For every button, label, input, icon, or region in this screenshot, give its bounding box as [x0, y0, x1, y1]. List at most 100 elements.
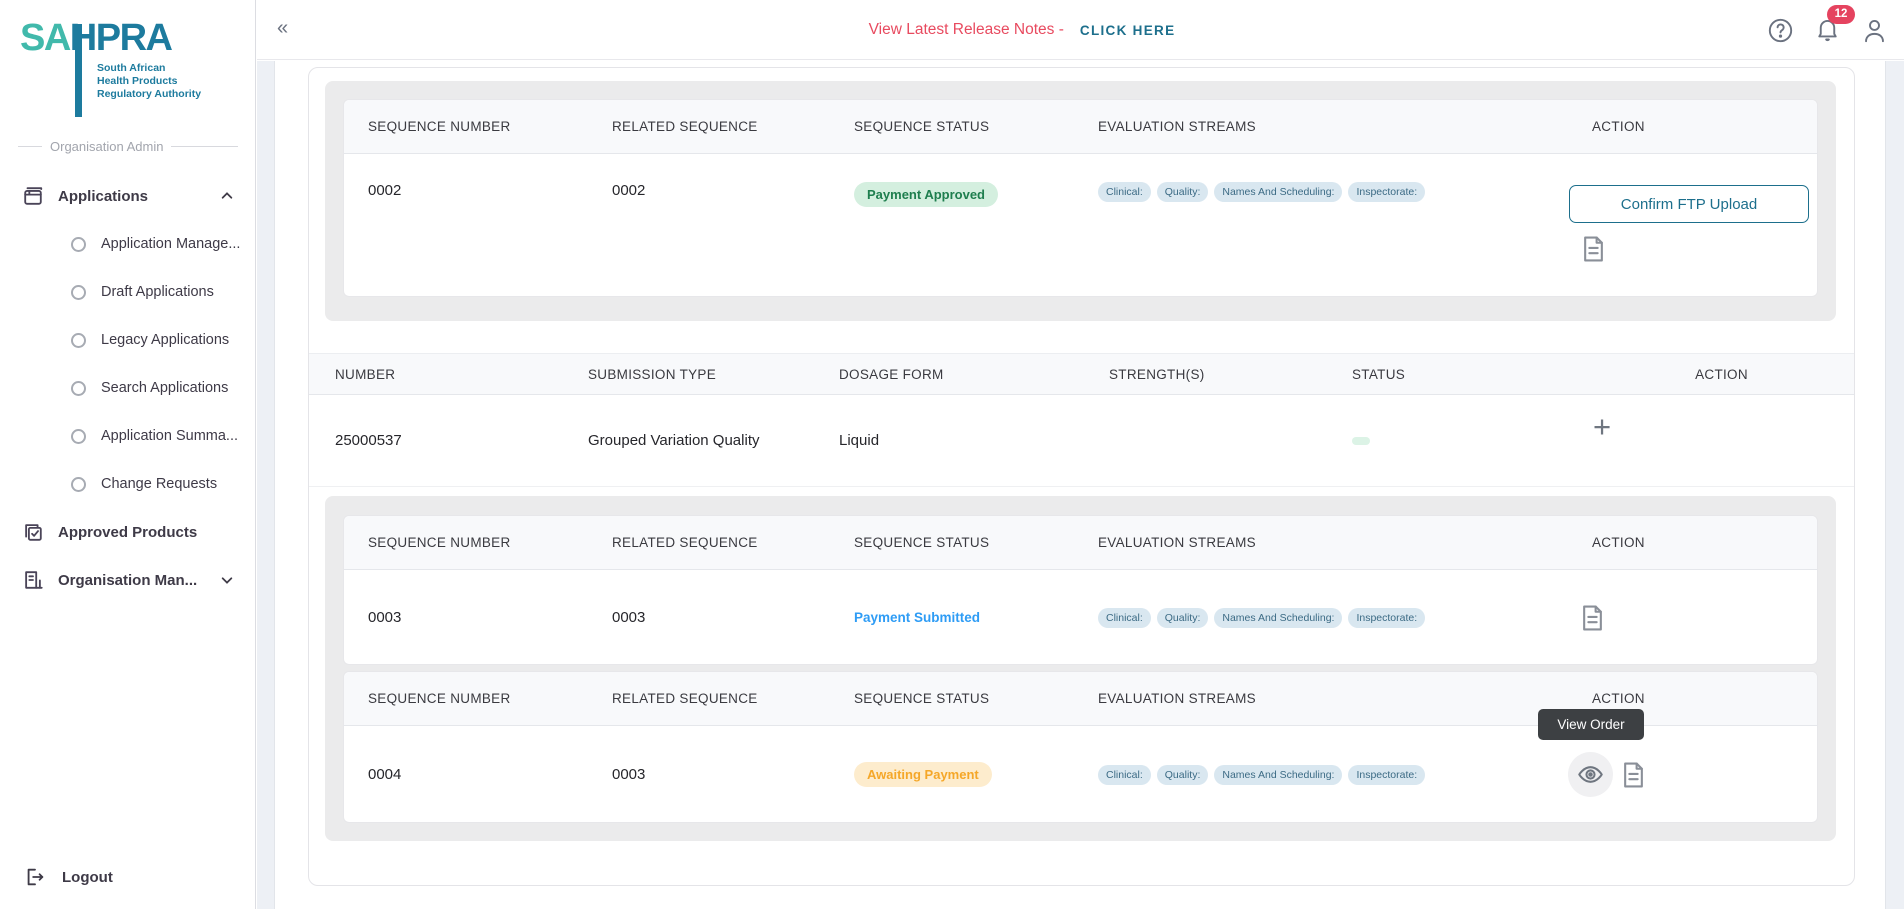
sequence-table: SEQUENCE NUMBER RELATED SEQUENCE SEQUENC… [343, 671, 1818, 823]
sidebar-item-applications[interactable]: Applications [0, 172, 256, 220]
notification-count-badge: 12 [1827, 4, 1855, 24]
column-header: ACTION [1592, 119, 1645, 134]
sequence-number: 0002 [368, 182, 402, 199]
status-badge: Awaiting Payment [854, 762, 992, 787]
sidebar-menu: Applications Application Manage... Draft… [0, 172, 256, 604]
release-notes-link[interactable]: CLICK HERE [1079, 22, 1176, 38]
column-header: ACTION [1695, 366, 1748, 382]
sidebar-collapse-button[interactable]: « [277, 17, 289, 39]
sahpra-logo: SAHPRA South African Health Products Reg… [20, 16, 240, 117]
section-divider: Organisation Admin [0, 139, 256, 154]
help-icon[interactable] [1767, 17, 1794, 44]
sidebar-subitem-change-requests[interactable]: Change Requests [0, 460, 256, 508]
sidebar-item-organisation-management[interactable]: Organisation Man... [0, 556, 256, 604]
section-label: Organisation Admin [50, 139, 164, 154]
logo-hpra: HPRA [69, 17, 173, 59]
chevron-down-icon [221, 577, 233, 584]
expand-sequences-button[interactable]: + [1593, 409, 1612, 444]
sidebar-subitem-application-management[interactable]: Application Manage... [0, 220, 256, 268]
column-header: EVALUATION STREAMS [1098, 691, 1256, 706]
subitem-label: Draft Applications [101, 284, 214, 300]
document-icon[interactable] [1621, 761, 1646, 789]
user-profile-icon[interactable] [1861, 17, 1888, 44]
left-scroll-track[interactable] [257, 61, 275, 909]
column-header: SUBMISSION TYPE [588, 366, 717, 382]
sequences-card: SEQUENCE NUMBER RELATED SEQUENCE SEQUENC… [325, 496, 1836, 841]
stream-badge: Names And Scheduling: [1214, 607, 1343, 628]
sidebar-item-label: Applications [58, 187, 149, 205]
view-order-button[interactable] [1568, 752, 1613, 797]
application-detail-panel: SEQUENCE NUMBER RELATED SEQUENCE SEQUENC… [308, 67, 1855, 886]
document-icon[interactable] [1581, 235, 1606, 263]
sequence-number: 0004 [368, 766, 402, 783]
stream-badge: Inspectorate: [1348, 764, 1426, 785]
radio-icon [71, 236, 86, 252]
submission-type: Grouped Variation Quality [588, 432, 760, 449]
logout-button[interactable]: Logout [0, 853, 256, 901]
column-header: RELATED SEQUENCE [612, 535, 758, 550]
document-icon[interactable] [1580, 604, 1605, 632]
release-notes-text: View Latest Release Notes - [868, 21, 1064, 38]
sequence-table-header: SEQUENCE NUMBER RELATED SEQUENCE SEQUENC… [344, 516, 1817, 570]
sequence-card-0002: SEQUENCE NUMBER RELATED SEQUENCE SEQUENC… [325, 81, 1836, 321]
column-header: STATUS [1352, 366, 1406, 382]
stream-badge: Quality: [1156, 607, 1209, 628]
confirm-ftp-upload-button[interactable]: Confirm FTP Upload [1569, 185, 1809, 223]
subitem-label: Search Applications [101, 380, 229, 396]
stream-badge: Inspectorate: [1348, 182, 1426, 202]
column-header: EVALUATION STREAMS [1098, 535, 1256, 550]
subitem-label: Legacy Applications [101, 332, 230, 348]
evaluation-streams: Clinical: Quality: Names And Scheduling:… [1098, 764, 1426, 785]
sidebar-subitem-search-applications[interactable]: Search Applications [0, 364, 256, 412]
column-header: RELATED SEQUENCE [612, 691, 758, 706]
stream-badge: Names And Scheduling: [1214, 764, 1343, 785]
sequence-table-header: SEQUENCE NUMBER RELATED SEQUENCE SEQUENC… [344, 672, 1817, 726]
column-header: RELATED SEQUENCE [612, 119, 758, 134]
product-table-header: NUMBER SUBMISSION TYPE DOSAGE FORM STREN… [309, 353, 1854, 395]
notifications-button[interactable]: 12 [1814, 4, 1855, 44]
stream-badge: Quality: [1156, 182, 1209, 202]
sidebar-subitem-application-summary[interactable]: Application Summa... [0, 412, 256, 460]
sequence-table-header: SEQUENCE NUMBER RELATED SEQUENCE SEQUENC… [344, 100, 1817, 154]
evaluation-streams: Clinical: Quality: Names And Scheduling:… [1098, 607, 1426, 628]
release-notes-banner: View Latest Release Notes - CLICK HERE [869, 0, 1176, 60]
sidebar-subitem-draft-applications[interactable]: Draft Applications [0, 268, 256, 316]
evaluation-streams: Clinical: Quality: Names And Scheduling:… [1098, 182, 1426, 202]
table-row: 25000537 Grouped Variation Quality Liqui… [309, 395, 1854, 487]
sidebar-item-approved-products[interactable]: Approved Products [0, 508, 256, 556]
eye-icon [1578, 766, 1603, 783]
column-header: SEQUENCE NUMBER [368, 119, 511, 134]
stream-badge: Quality: [1156, 764, 1209, 785]
column-header: NUMBER [335, 366, 396, 382]
related-sequence: 0003 [612, 609, 646, 626]
radio-icon [71, 284, 86, 300]
related-sequence: 0003 [612, 766, 646, 783]
status-text: Payment Submitted [854, 610, 981, 625]
sidebar-subitem-legacy-applications[interactable]: Legacy Applications [0, 316, 256, 364]
subitem-label: Application Summa... [101, 428, 239, 444]
column-header: DOSAGE FORM [839, 366, 944, 382]
column-header: ACTION [1592, 535, 1645, 550]
product-number: 25000537 [335, 432, 402, 449]
column-header: ACTION [1592, 691, 1645, 706]
logout-label: Logout [62, 868, 113, 886]
radio-icon [71, 428, 86, 444]
subitem-label: Change Requests [101, 476, 218, 492]
right-scroll-track[interactable] [1885, 61, 1904, 909]
topbar-icons: 12 [1767, 0, 1888, 60]
sequence-table: SEQUENCE NUMBER RELATED SEQUENCE SEQUENC… [343, 515, 1818, 665]
dosage-form: Liquid [839, 432, 880, 449]
stream-badge: Inspectorate: [1348, 607, 1426, 628]
applications-submenu: Application Manage... Draft Applications… [0, 220, 256, 508]
stream-badge: Names And Scheduling: [1214, 182, 1343, 202]
sidebar-item-label: Organisation Man... [58, 571, 198, 589]
stream-badge: Clinical: [1098, 764, 1151, 785]
product-table: NUMBER SUBMISSION TYPE DOSAGE FORM STREN… [309, 353, 1854, 487]
topbar: « View Latest Release Notes - CLICK HERE… [257, 0, 1904, 60]
status-badge: Payment Approved [854, 182, 998, 207]
organisation-icon [25, 571, 43, 589]
column-header: SEQUENCE STATUS [854, 535, 990, 550]
sidebar-item-label: Approved Products [58, 523, 198, 541]
logo-text: SAHPRA [20, 16, 240, 60]
logo-tagline: South African Health Products Regulatory… [97, 62, 202, 100]
